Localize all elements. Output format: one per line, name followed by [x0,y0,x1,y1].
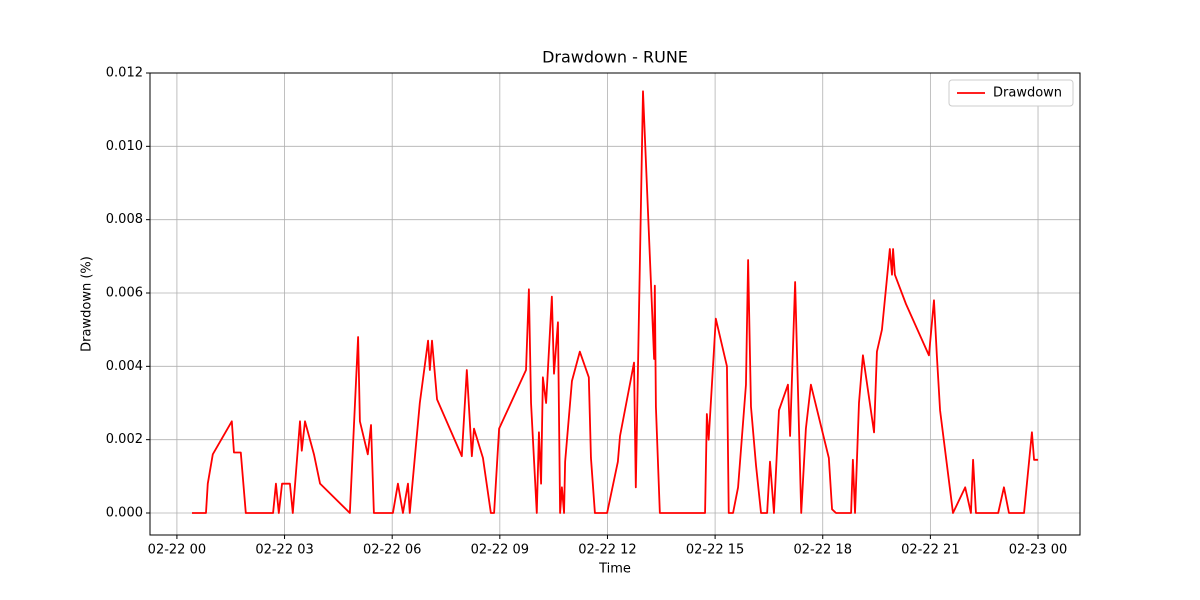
y-tick-label: 0.002 [106,432,143,447]
x-tick-label: 02-22 09 [471,543,529,558]
x-tick-label: 02-22 21 [901,543,959,558]
y-tick-label: 0.008 [106,212,143,227]
x-tick-label: 02-22 06 [363,543,421,558]
x-tick-label: 02-22 15 [686,543,744,558]
y-axis-label: Drawdown (%) [80,256,95,352]
x-tick-label: 02-22 18 [794,543,852,558]
y-tick-label: 0.000 [106,506,143,521]
x-tick-label: 02-22 00 [148,543,206,558]
y-tick-label: 0.006 [106,286,143,301]
line [191,90,1039,514]
x-axis-label: Time [598,562,631,577]
chart-title: Drawdown - RUNE [542,48,688,67]
plot-frame [149,72,1081,536]
legend-label: Drawdown [993,86,1062,101]
x-tick-label: 02-22 03 [255,543,313,558]
y-tick-label: 0.012 [106,66,143,81]
legend-box [948,79,1074,107]
y-tick-label: 0.010 [106,139,143,154]
x-tick-label: 02-23 00 [1009,543,1067,558]
y-tick-label: 0.004 [106,359,143,374]
x-tick-label: 02-22 12 [578,543,636,558]
